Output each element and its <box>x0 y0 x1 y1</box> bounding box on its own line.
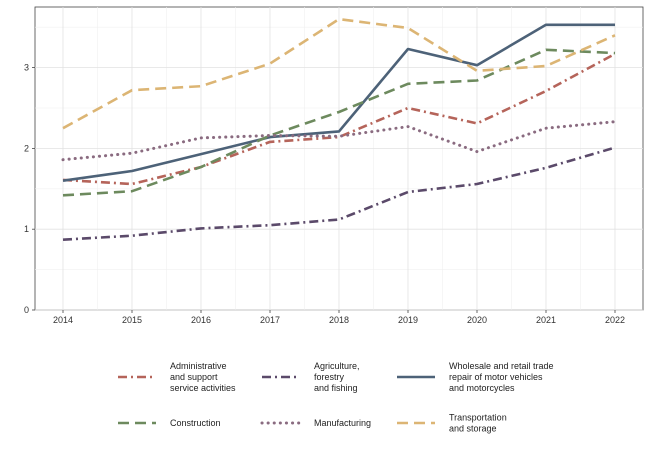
x-tick-label: 2014 <box>53 315 73 325</box>
legend-label-construction: Construction <box>170 418 221 428</box>
x-tick-label: 2020 <box>467 315 487 325</box>
y-tick-label: 3 <box>24 63 29 73</box>
series-line-construction <box>62 48 616 197</box>
series-line-transport <box>62 17 616 130</box>
series-line-manufacturing <box>61 120 617 162</box>
series-line-wholesale <box>62 23 615 182</box>
legend-label-admin: service activities <box>170 383 236 393</box>
axes: 0 1 2 3 2014 2015 2016 2017 2018 2019 2020 2021 2022 <box>24 63 625 325</box>
x-tick-label: 2019 <box>398 315 418 325</box>
legend-label-agri: and fishing <box>314 383 358 393</box>
legend-label-transport: Transportation <box>449 413 507 423</box>
legend-label-admin: and support <box>170 372 218 382</box>
x-tick-label: 2022 <box>605 315 625 325</box>
x-tick-label: 2021 <box>536 315 556 325</box>
legend-label-admin: Administrative <box>170 361 227 371</box>
y-tick-label: 2 <box>24 143 29 153</box>
legend-label-wholesale: Wholesale and retail trade <box>449 361 554 371</box>
legend-label-wholesale: repair of motor vehicles <box>449 372 543 382</box>
x-tick-label: 2015 <box>122 315 142 325</box>
series-lines <box>61 17 617 241</box>
x-tick-label: 2017 <box>260 315 280 325</box>
series-line-admin <box>62 52 616 186</box>
x-tick-label: 2016 <box>191 315 211 325</box>
y-tick-label: 0 <box>24 305 29 315</box>
y-tick-label: 1 <box>24 224 29 234</box>
legend-label-transport: and storage <box>449 424 497 434</box>
legend-label-agri: Agriculture, <box>314 361 360 371</box>
x-tick-label: 2018 <box>329 315 349 325</box>
legend-label-wholesale: and motorcycles <box>449 383 515 393</box>
legend-label-manufacturing: Manufacturing <box>314 418 371 428</box>
legend-label-agri: forestry <box>314 372 345 382</box>
